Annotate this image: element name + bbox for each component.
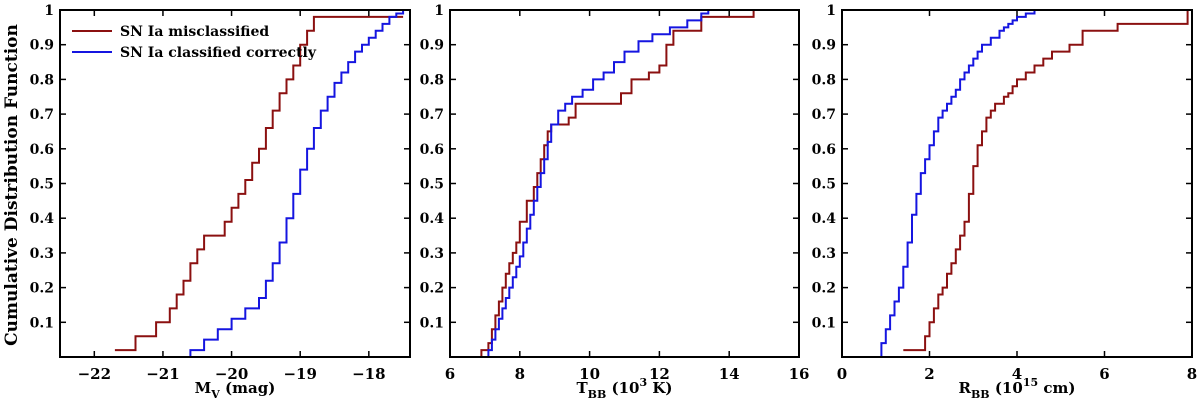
y-tick-label: 0.3 — [30, 246, 54, 262]
y-tick-label: 0.8 — [812, 72, 836, 88]
x-tick-label: −20 — [215, 365, 248, 383]
y-tick-label: 0.4 — [30, 211, 55, 227]
x-tick-label: 2 — [924, 365, 934, 383]
y-tick-label: 0.6 — [812, 142, 836, 158]
panel-magnitude: −22 −21 −20 −19 −18 0.1 0.2 0.3 0.4 0.5 0.6 0.7 0.8 0… — [30, 3, 411, 401]
y-tick-label: 0.2 — [30, 281, 54, 297]
y-tick-label: 0.1 — [812, 315, 836, 331]
y-tick-label: 0.2 — [420, 281, 444, 297]
legend-label-correct: SN Ia classified correctly — [120, 45, 317, 61]
x-axis-label: RBB (1015 cm) — [959, 376, 1076, 401]
x-tick-label: −18 — [352, 365, 385, 383]
y-tick-label: 0.3 — [812, 246, 836, 262]
x-axis-label: TBB (103 K) — [577, 376, 673, 401]
series-misclassified-line — [903, 10, 1189, 352]
x-tick-label: 10 — [579, 365, 600, 383]
legend-label-misclassified: SN Ia misclassified — [120, 24, 269, 40]
y-tick-label: 0.7 — [812, 107, 836, 123]
y-tick-label: 0.9 — [812, 38, 836, 54]
y-tick-label: 1 — [826, 3, 836, 19]
series-misclassified-line — [114, 15, 404, 352]
x-tick-label: 16 — [789, 365, 810, 383]
x-tick-label: −22 — [78, 365, 111, 383]
x-tick-label: 8 — [515, 365, 525, 383]
y-tick-label: 1 — [434, 3, 444, 19]
x-tick-label: 8 — [1187, 365, 1197, 383]
y-tick-label: 0.3 — [420, 246, 444, 262]
x-tick-label: −19 — [283, 365, 316, 383]
x-tick-label: 6 — [445, 365, 455, 383]
y-tick-label: 0.6 — [420, 142, 444, 158]
y-tick-label: 0.7 — [30, 107, 54, 123]
figure-ylabel: Cumulative Distribution Function — [2, 24, 22, 346]
x-tick-label: 14 — [719, 365, 740, 383]
y-tick-label: 0.6 — [30, 142, 54, 158]
series-correct-line — [156, 10, 405, 358]
y-tick-label: 0.5 — [812, 177, 836, 193]
y-tick-label: 0.1 — [420, 315, 444, 331]
y-tick-label: 0.8 — [420, 72, 444, 88]
legend: SN Ia misclassified SN Ia classified cor… — [72, 24, 317, 61]
y-tick-label: 0.5 — [30, 177, 54, 193]
y-tick-label: 0.5 — [420, 177, 444, 193]
x-tick-label: 4 — [1012, 365, 1022, 383]
panel-temperature: 6 8 10 12 14 16 0.1 0.2 0.3 0.4 0.5 0.6 0.7 0.8 0.9 1 TB… — [420, 3, 810, 401]
y-tick-label: 1 — [44, 3, 54, 19]
y-tick-label: 0.9 — [30, 38, 54, 54]
y-tick-label: 0.7 — [420, 107, 444, 123]
x-axis-label: MV (mag) — [195, 379, 276, 401]
x-tick-label: 6 — [1099, 365, 1109, 383]
x-tick-label: 12 — [649, 365, 670, 383]
y-tick-label: 0.1 — [30, 315, 54, 331]
x-tick-label: −21 — [146, 365, 179, 383]
y-tick-label: 0.9 — [420, 38, 444, 54]
panel-radius: 0 2 4 6 8 0.1 0.2 0.3 0.4 0.5 0.6 0.7 0.8 0.9 1 RBB (10… — [812, 3, 1198, 401]
series-misclassified-line — [470, 10, 755, 358]
series-correct-line — [877, 10, 1036, 358]
axes-frame — [59, 9, 411, 358]
series-correct-line — [467, 10, 710, 358]
y-tick-label: 0.4 — [420, 211, 445, 227]
y-tick-label: 0.8 — [30, 72, 54, 88]
y-tick-label: 0.4 — [812, 211, 837, 227]
y-tick-label: 0.2 — [812, 281, 836, 297]
x-tick-label: 0 — [837, 365, 847, 383]
